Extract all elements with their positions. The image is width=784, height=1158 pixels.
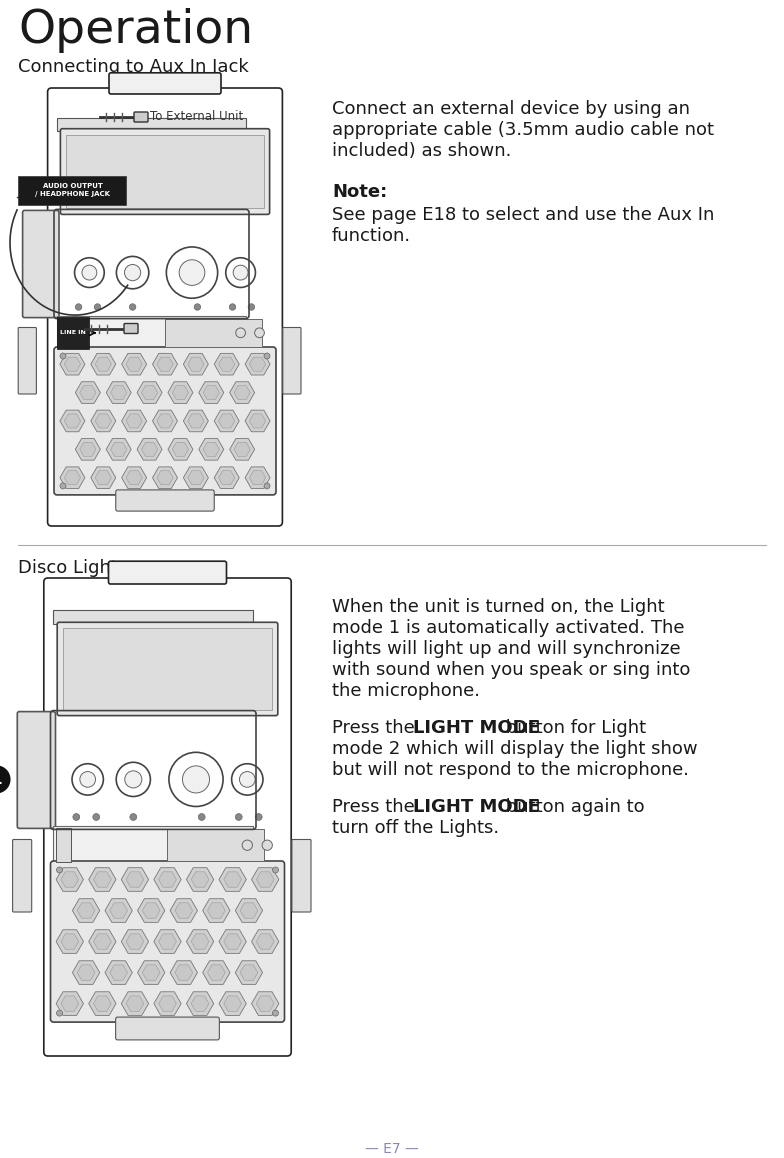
FancyBboxPatch shape bbox=[44, 578, 291, 1056]
Circle shape bbox=[273, 867, 278, 873]
Circle shape bbox=[249, 303, 255, 310]
Text: LIGHT MODE: LIGHT MODE bbox=[412, 719, 539, 736]
Text: Disco Lights: Disco Lights bbox=[18, 559, 127, 577]
FancyBboxPatch shape bbox=[53, 610, 253, 624]
FancyBboxPatch shape bbox=[19, 176, 126, 205]
Circle shape bbox=[194, 303, 201, 310]
Text: Note:: Note: bbox=[332, 183, 387, 201]
FancyBboxPatch shape bbox=[116, 490, 214, 511]
Circle shape bbox=[56, 867, 63, 873]
Text: the microphone.: the microphone. bbox=[332, 682, 480, 699]
Circle shape bbox=[233, 265, 248, 280]
Circle shape bbox=[75, 303, 82, 310]
Circle shape bbox=[239, 771, 255, 787]
Text: LINE IN: LINE IN bbox=[60, 330, 86, 336]
Circle shape bbox=[235, 814, 242, 820]
Circle shape bbox=[262, 840, 272, 850]
FancyBboxPatch shape bbox=[57, 316, 246, 350]
Text: appropriate cable (3.5mm audio cable not: appropriate cable (3.5mm audio cable not bbox=[332, 120, 714, 139]
Circle shape bbox=[60, 353, 66, 359]
Text: See page E18 to select and use the Aux In: See page E18 to select and use the Aux I… bbox=[332, 206, 714, 223]
Text: Connect an external device by using an: Connect an external device by using an bbox=[332, 100, 690, 118]
FancyBboxPatch shape bbox=[108, 562, 227, 584]
Circle shape bbox=[82, 265, 97, 280]
Circle shape bbox=[60, 483, 66, 489]
FancyBboxPatch shape bbox=[109, 73, 221, 94]
Circle shape bbox=[242, 840, 252, 850]
Circle shape bbox=[116, 256, 149, 288]
Text: mode 2 which will display the light show: mode 2 which will display the light show bbox=[332, 740, 698, 758]
FancyBboxPatch shape bbox=[67, 134, 263, 208]
Text: Press the: Press the bbox=[332, 719, 420, 736]
Circle shape bbox=[256, 814, 262, 820]
Text: function.: function. bbox=[332, 227, 411, 245]
Circle shape bbox=[129, 303, 136, 310]
Text: included) as shown.: included) as shown. bbox=[332, 142, 511, 160]
FancyBboxPatch shape bbox=[124, 323, 138, 334]
Text: 1: 1 bbox=[0, 772, 2, 787]
Circle shape bbox=[0, 767, 9, 792]
Circle shape bbox=[198, 814, 205, 820]
FancyBboxPatch shape bbox=[17, 712, 56, 828]
FancyBboxPatch shape bbox=[48, 88, 282, 526]
Text: LIGHT MODE: LIGHT MODE bbox=[412, 798, 539, 816]
Circle shape bbox=[125, 264, 140, 280]
FancyBboxPatch shape bbox=[23, 211, 59, 317]
Circle shape bbox=[236, 328, 245, 338]
FancyBboxPatch shape bbox=[60, 317, 73, 349]
FancyBboxPatch shape bbox=[64, 629, 272, 710]
FancyBboxPatch shape bbox=[168, 829, 263, 862]
FancyBboxPatch shape bbox=[50, 862, 285, 1023]
FancyBboxPatch shape bbox=[54, 347, 276, 494]
FancyBboxPatch shape bbox=[57, 316, 89, 349]
Circle shape bbox=[72, 764, 103, 796]
Circle shape bbox=[255, 328, 264, 338]
Text: mode 1 is automatically activated. The: mode 1 is automatically activated. The bbox=[332, 620, 684, 637]
Text: lights will light up and will synchronize: lights will light up and will synchroniz… bbox=[332, 640, 681, 658]
FancyBboxPatch shape bbox=[283, 328, 301, 394]
FancyBboxPatch shape bbox=[165, 318, 263, 347]
Text: When the unit is turned on, the Light: When the unit is turned on, the Light bbox=[332, 598, 665, 616]
FancyBboxPatch shape bbox=[60, 129, 270, 214]
FancyBboxPatch shape bbox=[53, 827, 253, 864]
Circle shape bbox=[130, 814, 136, 820]
Circle shape bbox=[93, 814, 100, 820]
Circle shape bbox=[73, 814, 80, 820]
Text: Connecting to Aux In Jack: Connecting to Aux In Jack bbox=[18, 58, 249, 76]
FancyBboxPatch shape bbox=[292, 840, 311, 913]
Circle shape bbox=[94, 303, 100, 310]
Text: Press the: Press the bbox=[332, 798, 420, 816]
Circle shape bbox=[169, 753, 223, 806]
Text: AUDIO OUTPUT
/ HEADPHONE JACK: AUDIO OUTPUT / HEADPHONE JACK bbox=[35, 183, 110, 197]
Circle shape bbox=[180, 259, 205, 285]
Text: — E7 —: — E7 — bbox=[365, 1142, 419, 1156]
Circle shape bbox=[273, 1010, 278, 1016]
FancyBboxPatch shape bbox=[56, 828, 71, 862]
FancyBboxPatch shape bbox=[57, 118, 246, 131]
Circle shape bbox=[264, 483, 270, 489]
Text: turn off the Lights.: turn off the Lights. bbox=[332, 819, 499, 837]
Text: button for Light: button for Light bbox=[499, 719, 646, 736]
Circle shape bbox=[226, 258, 256, 287]
Text: To External Unit: To External Unit bbox=[150, 110, 243, 124]
Text: button again to: button again to bbox=[499, 798, 644, 816]
Text: Operation: Operation bbox=[18, 8, 253, 53]
Circle shape bbox=[264, 353, 270, 359]
Circle shape bbox=[80, 771, 96, 787]
Text: with sound when you speak or sing into: with sound when you speak or sing into bbox=[332, 661, 691, 679]
FancyBboxPatch shape bbox=[115, 1017, 220, 1040]
Circle shape bbox=[183, 765, 209, 793]
Text: but will not respond to the microphone.: but will not respond to the microphone. bbox=[332, 761, 689, 779]
Circle shape bbox=[74, 258, 104, 287]
Circle shape bbox=[56, 1010, 63, 1016]
Circle shape bbox=[125, 771, 142, 787]
Circle shape bbox=[116, 762, 151, 797]
Circle shape bbox=[166, 247, 218, 299]
FancyBboxPatch shape bbox=[18, 328, 36, 394]
FancyBboxPatch shape bbox=[134, 112, 148, 122]
FancyBboxPatch shape bbox=[57, 622, 278, 716]
FancyBboxPatch shape bbox=[13, 840, 31, 913]
Circle shape bbox=[229, 303, 236, 310]
Circle shape bbox=[231, 764, 263, 796]
